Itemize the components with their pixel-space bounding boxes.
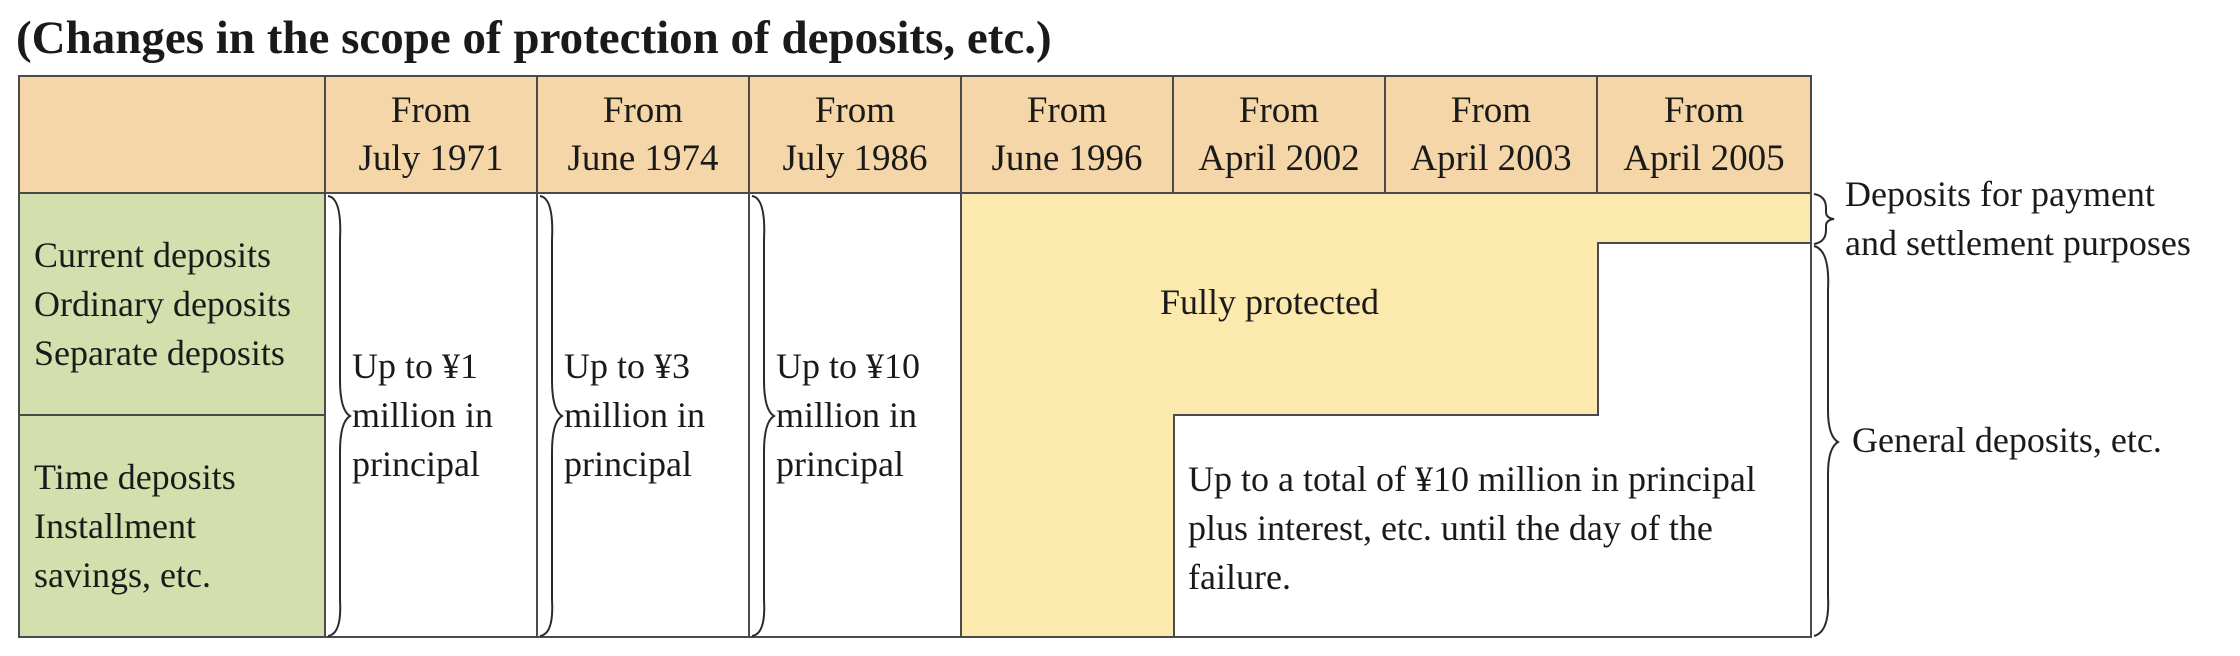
header-period-2003: From April 2003	[1384, 75, 1598, 194]
category-time-deposits: Time deposits Installment savings, etc.	[18, 414, 326, 638]
header-corner-cell	[18, 75, 326, 194]
limit-cell-1986: Up to ¥10 million in principal	[748, 192, 962, 638]
header-period-1986: From July 1986	[748, 75, 962, 194]
page-title: (Changes in the scope of protection of d…	[16, 12, 1052, 64]
general-deposits-label: General deposits, etc.	[1852, 420, 2162, 460]
limit-cell-1974: Up to ¥3 million in principal	[536, 192, 750, 638]
limit-cell-1971: Up to ¥1 million in principal	[324, 192, 538, 638]
header-period-1996: From June 1996	[960, 75, 1174, 194]
brace-general-deposits	[1813, 245, 1840, 637]
payment-deposits-label: Deposits for payment and settlement purp…	[1845, 174, 2191, 263]
header-period-2005: From April 2005	[1596, 75, 1812, 194]
fully-protected-label: Fully protected	[1160, 282, 1379, 322]
brace-payment-deposits	[1813, 193, 1835, 245]
header-period-1971: From July 1971	[324, 75, 538, 194]
total-limit-text: Up to a total of ¥10 million in principa…	[1188, 459, 1756, 597]
header-period-1974: From June 1974	[536, 75, 750, 194]
header-period-2002: From April 2002	[1172, 75, 1386, 194]
category-demand-deposits: Current deposits Ordinary deposits Separ…	[18, 192, 326, 416]
